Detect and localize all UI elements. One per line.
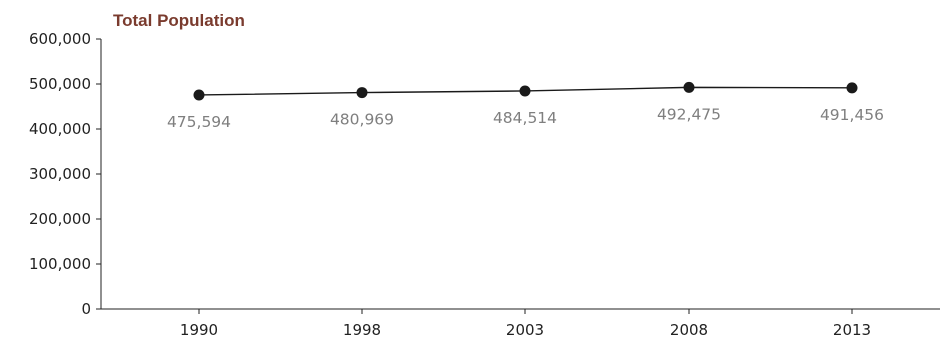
data-point xyxy=(520,85,531,96)
data-point xyxy=(357,87,368,98)
chart-title: Total Population xyxy=(113,11,245,30)
x-tick-label: 2003 xyxy=(506,321,544,339)
data-label: 480,969 xyxy=(330,111,394,129)
data-labels: 475,594 480,969 484,514 492,475 491,456 xyxy=(167,105,884,131)
data-point xyxy=(194,89,205,100)
chart-axes xyxy=(101,39,940,309)
series-line xyxy=(194,82,858,101)
x-tick-label: 2008 xyxy=(670,321,708,339)
y-tick-label: 200,000 xyxy=(29,210,91,228)
data-label: 491,456 xyxy=(820,106,884,124)
y-tick-label: 300,000 xyxy=(29,165,91,183)
data-point xyxy=(847,82,858,93)
y-tick-label: 100,000 xyxy=(29,255,91,273)
y-axis-ticks: 0 100,000 200,000 300,000 400,000 500,000 600,… xyxy=(29,30,101,318)
y-tick-label: 0 xyxy=(81,300,91,318)
y-tick-label: 600,000 xyxy=(29,30,91,48)
x-axis-ticks: 1990 1998 2003 2008 2013 xyxy=(180,309,871,339)
data-label: 484,514 xyxy=(493,109,557,127)
data-point xyxy=(684,82,695,93)
y-tick-label: 400,000 xyxy=(29,120,91,138)
x-tick-label: 1990 xyxy=(180,321,218,339)
data-label: 475,594 xyxy=(167,113,231,131)
y-tick-label: 500,000 xyxy=(29,75,91,93)
x-tick-label: 2013 xyxy=(833,321,871,339)
x-tick-label: 1998 xyxy=(343,321,381,339)
data-label: 492,475 xyxy=(657,105,721,123)
